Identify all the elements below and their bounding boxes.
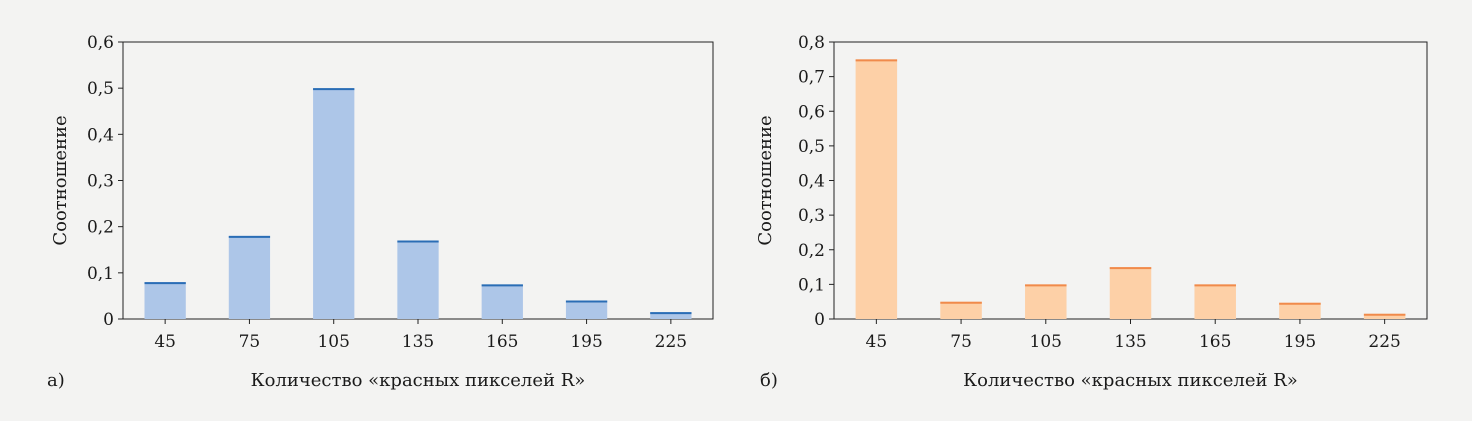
y-tick-label: 0,2 (798, 241, 825, 261)
x-tick-label: 165 (1199, 332, 1231, 352)
x-tick-label: 105 (317, 332, 349, 352)
bar-chart-a: 0 0,1 0,2 0,3 0,4 0,5 0,6 45 75 105 135 165 195 225 Ко… (47, 33, 714, 391)
x-tick-label: 45 (154, 332, 176, 352)
y-tick-label: 0,6 (798, 102, 825, 122)
y-tick-label: 0,5 (798, 137, 825, 157)
bar (565, 300, 608, 319)
bar (1363, 313, 1406, 319)
x-tick-label: 225 (1368, 332, 1400, 352)
x-tick-label: 75 (239, 332, 261, 352)
x-tick-label: 165 (486, 332, 518, 352)
x-tick-label: 105 (1030, 332, 1062, 352)
y-tick-label: 0,3 (798, 206, 825, 226)
x-tick-label: 195 (570, 332, 602, 352)
y-axis-label: Соотношение (50, 115, 71, 245)
y-tick-label: 0,3 (87, 172, 114, 192)
bar (940, 301, 982, 319)
y-tick-label: 0,1 (798, 275, 825, 295)
y-tick-label: 0 (814, 310, 825, 330)
chart-panel-b: 0 0,1 0,2 0,3 0,4 0,5 0,6 0,7 0,8 45 75 105 135 165 19… (713, 0, 1449, 417)
y-tick-label: 0,7 (798, 68, 825, 88)
bar (1194, 284, 1236, 319)
bar (397, 240, 439, 319)
x-axis-label: Количество «красных пикселей R» (251, 370, 586, 391)
y-axis-label: Соотношение (755, 115, 776, 245)
x-tick-label: 135 (1114, 332, 1146, 352)
bar (855, 59, 898, 319)
bar (313, 88, 355, 320)
y-tick-label: 0,5 (87, 79, 114, 99)
bar (481, 284, 523, 319)
y-tick-label: 0,4 (87, 125, 114, 145)
bar (1025, 284, 1067, 319)
bar (144, 282, 186, 319)
chart-panel-a: 0 0,1 0,2 0,3 0,4 0,5 0,6 45 75 105 135 165 195 225 Ко… (0, 0, 736, 417)
bar (1279, 302, 1321, 319)
x-tick-label: 75 (950, 332, 972, 352)
y-tick-label: 0,2 (87, 218, 114, 238)
x-tick-label: 45 (866, 332, 888, 352)
panel-label: а) (47, 370, 65, 391)
x-axis-label: Количество «красных пикселей R» (963, 370, 1298, 391)
bar (650, 312, 692, 319)
x-tick-label: 195 (1284, 332, 1316, 352)
y-tick-label: 0,1 (87, 264, 114, 284)
bar-chart-b: 0 0,1 0,2 0,3 0,4 0,5 0,6 0,7 0,8 45 75 105 135 165 19… (755, 33, 1428, 391)
y-tick-label: 0,6 (87, 33, 114, 53)
x-tick-label: 225 (655, 332, 687, 352)
y-tick-label: 0,4 (798, 172, 825, 192)
x-tick-label: 135 (402, 332, 434, 352)
y-tick-label: 0 (103, 310, 114, 330)
bar (228, 235, 271, 319)
bar (1109, 267, 1152, 319)
panel-label: б) (760, 370, 778, 391)
y-tick-label: 0,8 (798, 33, 825, 53)
